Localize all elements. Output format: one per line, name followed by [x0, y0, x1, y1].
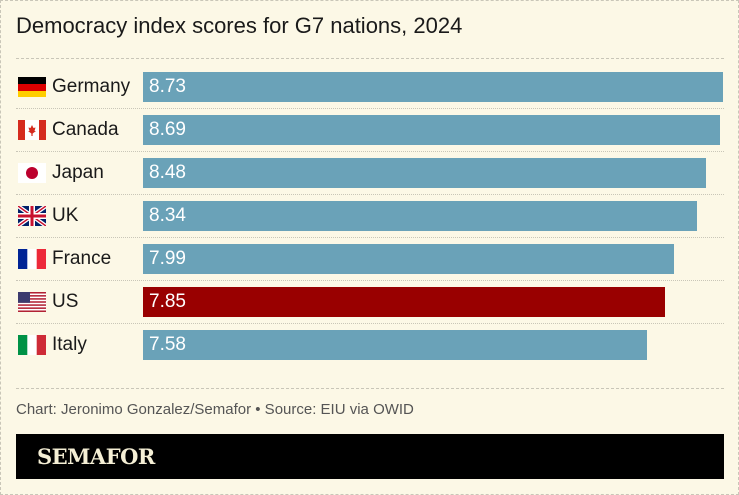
- bar: 8.69: [143, 115, 721, 145]
- row-separator: [16, 151, 724, 152]
- category-label: France: [52, 248, 112, 269]
- divider: [16, 58, 724, 59]
- bar-row-canada: Canada 8.69: [16, 109, 724, 152]
- logo-banner: SEMAFOR: [16, 434, 724, 479]
- category-label: Germany: [52, 76, 131, 97]
- chart-title: Democracy index scores for G7 nations, 2…: [16, 13, 463, 38]
- row-separator: [16, 237, 724, 238]
- bar: 8.34: [143, 201, 698, 231]
- bar: 8.48: [143, 158, 707, 188]
- value-label: 7.85: [149, 291, 186, 312]
- category-label: UK: [52, 205, 79, 226]
- us-flag-icon: [18, 292, 46, 312]
- row-separator: [16, 280, 724, 281]
- bar-row-germany: Germany 8.73: [16, 66, 724, 109]
- value-label: 8.69: [149, 119, 186, 140]
- row-separator: [16, 194, 724, 195]
- bar-row-us: US 7.85: [16, 281, 724, 324]
- bar: 7.99: [143, 244, 674, 274]
- france-flag-icon: [18, 249, 46, 269]
- bar: 7.58: [143, 330, 647, 360]
- category-label: US: [52, 291, 79, 312]
- row-separator: [16, 323, 724, 324]
- italy-flag-icon: [18, 335, 46, 355]
- uk-flag-icon: [18, 206, 46, 226]
- japan-flag-icon: [18, 163, 46, 183]
- canada-flag-icon: [18, 120, 46, 140]
- value-label: 7.99: [149, 248, 186, 269]
- germany-flag-icon: [18, 77, 46, 97]
- category-label: Canada: [52, 119, 119, 140]
- bar: 8.73: [143, 72, 723, 102]
- value-label: 7.58: [149, 334, 186, 355]
- value-label: 8.73: [149, 76, 186, 97]
- semafor-logo: SEMAFOR: [37, 444, 155, 469]
- value-label: 8.34: [149, 205, 186, 226]
- row-separator: [16, 108, 724, 109]
- bar-row-japan: Japan 8.48: [16, 152, 724, 195]
- category-label: Japan: [52, 162, 104, 183]
- bar: 7.85: [143, 287, 665, 317]
- source-note: Chart: Jeronimo Gonzalez/Semafor • Sourc…: [16, 401, 414, 418]
- value-label: 8.48: [149, 162, 186, 183]
- bar-row-italy: Italy 7.58: [16, 324, 724, 367]
- bar-row-france: France 7.99: [16, 238, 724, 281]
- category-label: Italy: [52, 334, 87, 355]
- divider: [16, 388, 724, 389]
- bar-row-uk: UK 8.34: [16, 195, 724, 238]
